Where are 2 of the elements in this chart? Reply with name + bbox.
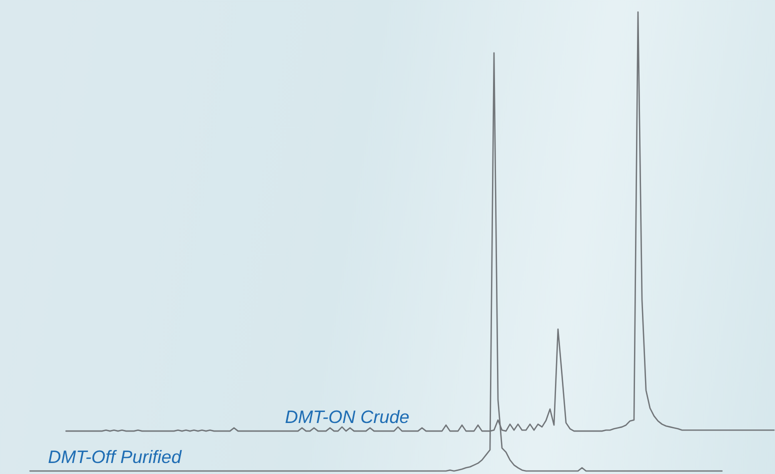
series-label: DMT-ON Crude bbox=[285, 407, 410, 427]
series-label: DMT-Off Purified bbox=[48, 447, 182, 467]
